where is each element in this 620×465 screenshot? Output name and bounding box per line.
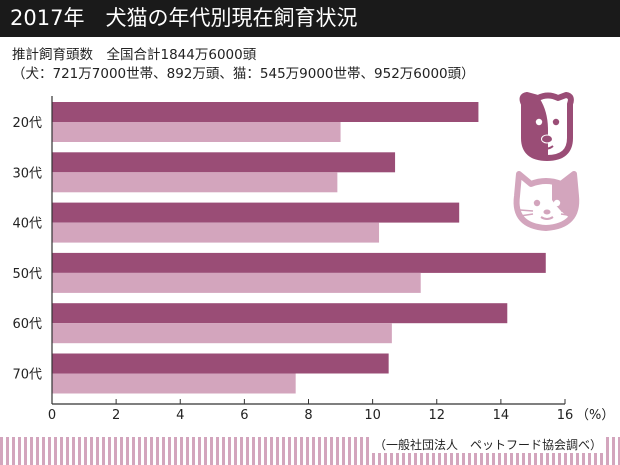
category-label: 70代 xyxy=(12,368,42,383)
chart-title: 2017年 犬猫の年代別現在飼育状況 xyxy=(0,0,620,37)
bar-light-1 xyxy=(52,172,338,193)
category-label: 20代 xyxy=(12,116,42,131)
x-tick-label: 12 xyxy=(428,408,445,423)
bar-light-0 xyxy=(52,122,341,142)
bar-dark-5 xyxy=(52,353,389,374)
x-tick-label: 0 xyxy=(48,408,56,423)
x-tick-label: 6 xyxy=(240,408,248,423)
bar-light-4 xyxy=(52,323,392,344)
bar-light-3 xyxy=(52,272,421,293)
x-axis: 0 2 4 6 8 10 12 14 16 （%） xyxy=(48,96,614,423)
category-label: 50代 xyxy=(12,267,42,282)
x-tick-label: 14 xyxy=(493,408,510,423)
bar-dark-0 xyxy=(52,102,479,122)
bars-group xyxy=(52,102,546,394)
bar-dark-1 xyxy=(52,152,396,173)
bar-light-2 xyxy=(52,222,380,243)
subtitle-total: 推計飼育頭数 全国合計1844万6000頭 xyxy=(12,47,257,63)
bar-light-5 xyxy=(52,373,296,394)
x-tick-label: 16 xyxy=(557,408,574,423)
dog-icon xyxy=(519,92,574,161)
source-note: （一般社団法人 ペットフード協会調べ） xyxy=(369,436,606,453)
category-label: 40代 xyxy=(12,217,42,232)
bar-dark-2 xyxy=(52,202,460,223)
subtitle-breakdown: （犬：721万7000世帯、892万頭、猫：545万9000世帯、952万600… xyxy=(12,66,475,82)
bar-dark-3 xyxy=(52,252,546,273)
category-labels: 20代 30代 40代 50代 60代 70代 xyxy=(12,116,42,383)
x-tick-label: 8 xyxy=(304,408,312,423)
x-tick-label: 10 xyxy=(364,408,381,423)
category-label: 30代 xyxy=(12,166,42,181)
category-label: 60代 xyxy=(12,317,42,332)
bar-dark-4 xyxy=(52,303,508,324)
cat-icon xyxy=(513,171,580,231)
x-tick-label: 2 xyxy=(112,408,120,423)
x-unit-label: （%） xyxy=(576,408,614,423)
x-tick-label: 4 xyxy=(176,408,184,423)
